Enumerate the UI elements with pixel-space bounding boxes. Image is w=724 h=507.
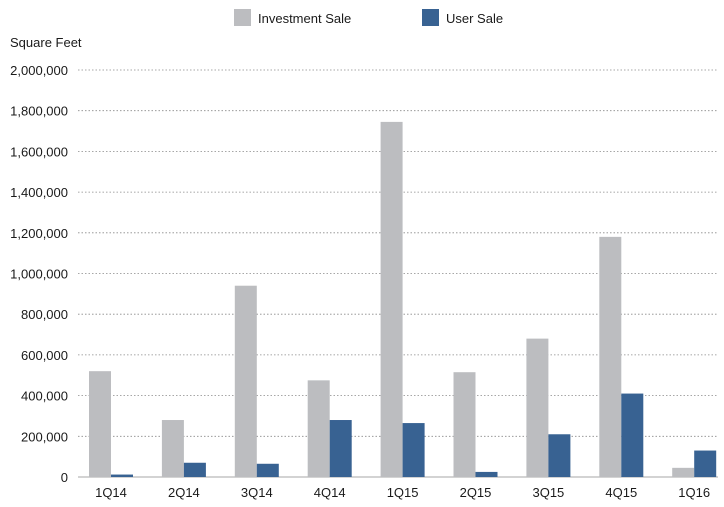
bar-investment-sale — [453, 372, 476, 477]
y-tick-label: 1,200,000 — [10, 226, 68, 241]
x-tick-label: 2Q14 — [168, 485, 200, 500]
bar-user-sale — [256, 463, 279, 477]
bar-user-sale — [402, 423, 425, 477]
bar-investment-sale — [234, 285, 257, 477]
bar-user-sale — [694, 450, 717, 477]
y-tick-label: 600,000 — [21, 348, 68, 363]
bar-user-sale — [329, 420, 352, 477]
legend-swatch-user-sale — [422, 9, 439, 26]
x-tick-label: 1Q16 — [678, 485, 710, 500]
x-tick-label: 1Q14 — [95, 485, 127, 500]
bars — [89, 121, 717, 477]
bar-investment-sale — [89, 371, 111, 477]
y-tick-label: 1,400,000 — [10, 185, 68, 200]
x-tick-label: 1Q15 — [387, 485, 419, 500]
y-tick-label: 200,000 — [21, 429, 68, 444]
bar-investment-sale — [307, 380, 330, 477]
bar-investment-sale — [380, 121, 403, 477]
x-tick-label: 4Q14 — [314, 485, 346, 500]
bar-user-sale — [621, 393, 644, 477]
bar-user-sale — [548, 434, 571, 477]
y-axis-label: Square Feet — [10, 35, 82, 50]
bar-investment-sale — [599, 236, 622, 477]
y-tick-label: 800,000 — [21, 307, 68, 322]
x-axis-ticks: 1Q14 2Q14 3Q14 4Q14 1Q15 2Q15 3Q15 4Q15 1Q16 — [95, 485, 710, 500]
bar-user-sale — [183, 462, 206, 477]
bar-investment-sale — [526, 338, 549, 477]
y-axis-ticks: 0 200,000 400,000 600,000 800,000 1,000,000 1,… — [10, 63, 68, 485]
legend-label-investment-sale: Investment Sale — [258, 11, 351, 26]
y-tick-label: 1,600,000 — [10, 144, 68, 159]
y-tick-label: 1,800,000 — [10, 104, 68, 119]
x-tick-label: 3Q14 — [241, 485, 273, 500]
bar-user-sale — [111, 474, 133, 477]
y-tick-label: 2,000,000 — [10, 63, 68, 78]
y-tick-label: 0 — [61, 470, 68, 485]
x-tick-label: 3Q15 — [532, 485, 564, 500]
y-tick-label: 400,000 — [21, 389, 68, 404]
y-tick-label: 1,000,000 — [10, 267, 68, 282]
legend-label-user-sale: User Sale — [446, 11, 503, 26]
x-tick-label: 4Q15 — [605, 485, 637, 500]
bar-investment-sale — [161, 420, 184, 477]
bar-user-sale — [475, 471, 498, 477]
legend: Investment Sale User Sale — [234, 9, 503, 26]
bar-investment-sale — [672, 467, 695, 477]
legend-swatch-investment-sale — [234, 9, 251, 26]
x-tick-label: 2Q15 — [460, 485, 492, 500]
